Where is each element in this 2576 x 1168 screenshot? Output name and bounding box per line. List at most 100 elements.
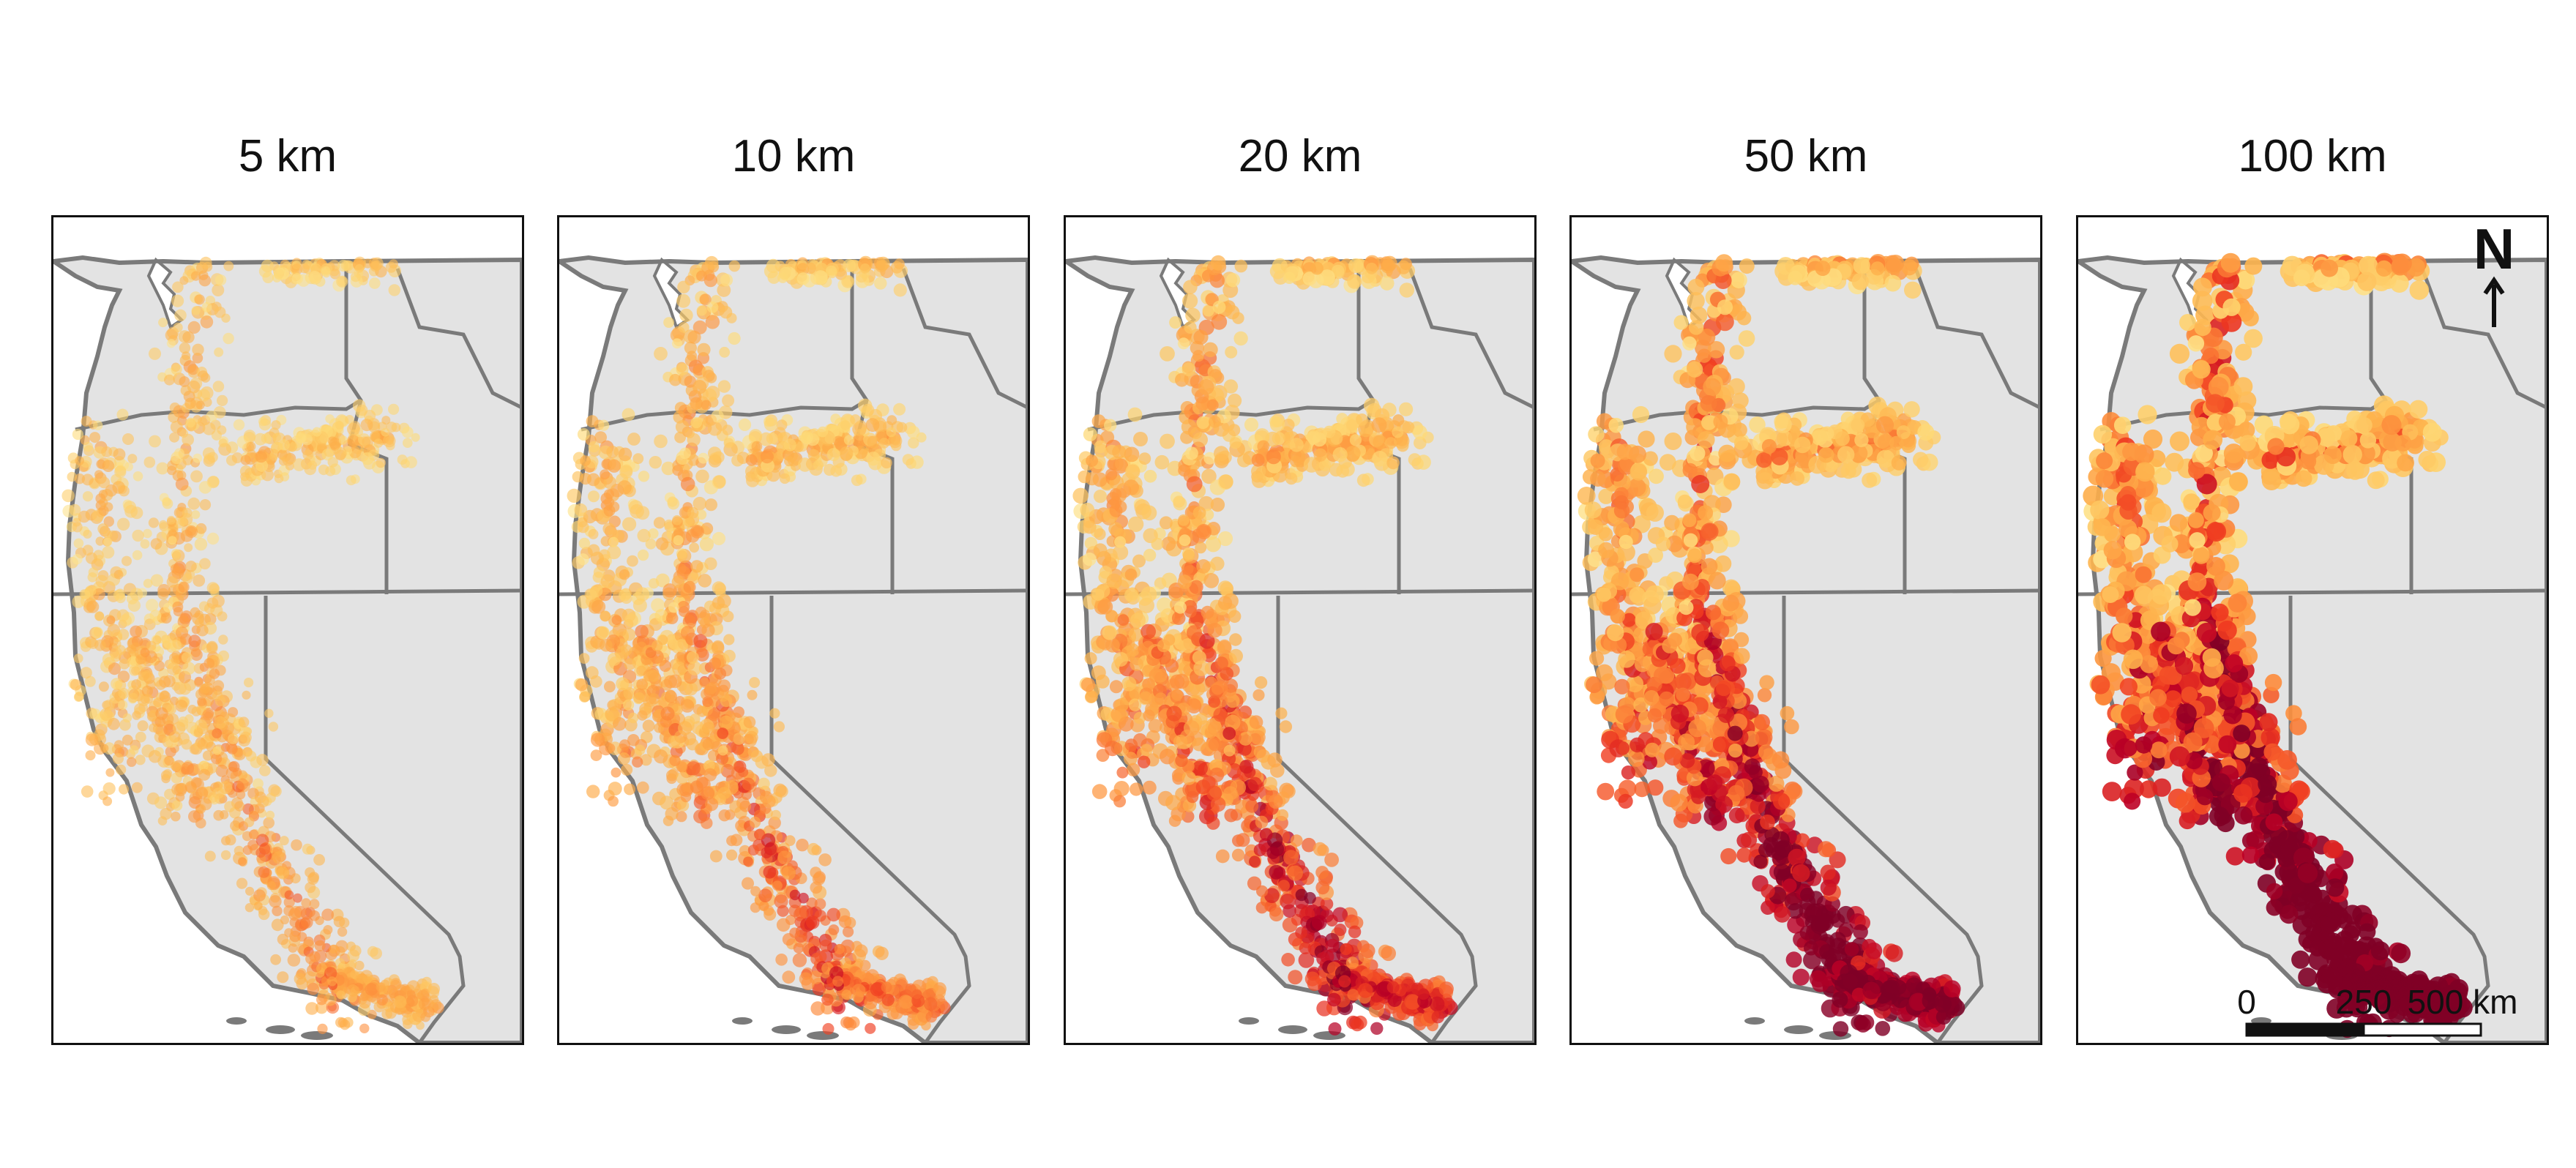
density-point: [258, 866, 270, 878]
map-panel: 10 km: [557, 0, 1030, 1168]
density-point: [117, 700, 128, 710]
density-point: [881, 981, 892, 993]
density-point: [94, 611, 105, 621]
density-point: [428, 983, 440, 995]
density-point: [1084, 536, 1098, 550]
density-point: [191, 306, 201, 315]
density-point: [1198, 379, 1214, 395]
density-point: [258, 908, 270, 921]
density-point: [1192, 506, 1206, 520]
density-point: [661, 461, 676, 476]
density-point: [717, 787, 731, 800]
density-points: [567, 255, 951, 1035]
density-point: [654, 749, 668, 764]
density-point: [636, 678, 648, 691]
density-point: [84, 675, 96, 687]
density-point: [607, 652, 621, 666]
density-point: [156, 462, 169, 475]
density-point: [1217, 531, 1233, 547]
density-point: [1356, 413, 1368, 426]
density-point: [317, 1023, 328, 1034]
density-point: [634, 744, 646, 756]
state-border: [1593, 398, 1881, 432]
density-point: [1161, 536, 1176, 551]
density-point: [128, 692, 138, 703]
density-point: [633, 692, 645, 704]
density-point: [240, 474, 253, 487]
density-point: [302, 843, 313, 855]
density-point: [845, 1019, 857, 1031]
density-point: [143, 456, 156, 468]
density-point: [212, 284, 225, 296]
density-point: [98, 476, 111, 489]
density-point: [1138, 755, 1151, 768]
density-point: [747, 845, 759, 856]
density-point: [1347, 989, 1359, 1001]
density-point: [1184, 446, 1198, 460]
density-point: [798, 892, 809, 904]
density-point: [215, 764, 228, 777]
density-point: [649, 693, 660, 705]
density-point: [1207, 721, 1222, 736]
density-point: [1267, 752, 1283, 768]
density-point: [1266, 449, 1281, 465]
density-point: [1239, 760, 1254, 774]
density-point: [586, 589, 597, 600]
density-point: [308, 271, 321, 284]
island: [266, 1025, 295, 1034]
density-point: [1392, 426, 1404, 438]
density-point: [676, 811, 687, 823]
density-point: [1228, 393, 1242, 408]
density-point: [832, 976, 844, 987]
density-point: [99, 498, 108, 507]
density-point: [339, 917, 350, 928]
density-point: [1169, 316, 1182, 329]
density-point: [654, 434, 668, 449]
density-point: [212, 680, 225, 692]
density-point: [673, 535, 684, 546]
density-point: [199, 499, 212, 511]
density-point: [1331, 264, 1345, 278]
density-point: [655, 537, 669, 550]
density-point: [117, 629, 130, 640]
island: [1744, 1017, 1765, 1025]
density-point: [692, 380, 707, 394]
density-point: [844, 916, 856, 929]
density-point: [1330, 432, 1343, 445]
density-point: [702, 722, 715, 735]
density-point: [874, 277, 887, 290]
density-point: [364, 409, 376, 422]
density-point: [875, 946, 889, 960]
density-point: [239, 731, 252, 744]
density-point: [749, 816, 761, 828]
density-point: [102, 546, 115, 559]
state-border: [580, 398, 868, 432]
density-point: [190, 271, 201, 281]
density-point: [1186, 476, 1203, 493]
density-point: [1690, 307, 1708, 324]
density-point: [1196, 416, 1210, 430]
density-point: [329, 944, 338, 954]
density-point: [604, 497, 615, 508]
density-point: [1203, 452, 1217, 465]
density-point: [105, 768, 115, 777]
density-point: [135, 731, 146, 743]
density-point: [1181, 562, 1194, 575]
density-point: [819, 939, 832, 952]
density-point: [1345, 957, 1359, 970]
density-point: [1094, 440, 1108, 454]
density-point: [97, 523, 109, 535]
density-point: [622, 517, 637, 531]
density-point: [168, 528, 177, 538]
density-point: [401, 426, 414, 438]
density-point: [826, 265, 837, 277]
density-point: [1113, 651, 1129, 667]
density-point: [244, 903, 255, 913]
density-point: [233, 419, 245, 431]
density-point: [1171, 611, 1186, 625]
density-point: [645, 538, 657, 550]
density-point: [1338, 975, 1351, 988]
density-point: [165, 746, 176, 757]
density-point: [242, 845, 253, 856]
density-point: [1324, 853, 1339, 867]
